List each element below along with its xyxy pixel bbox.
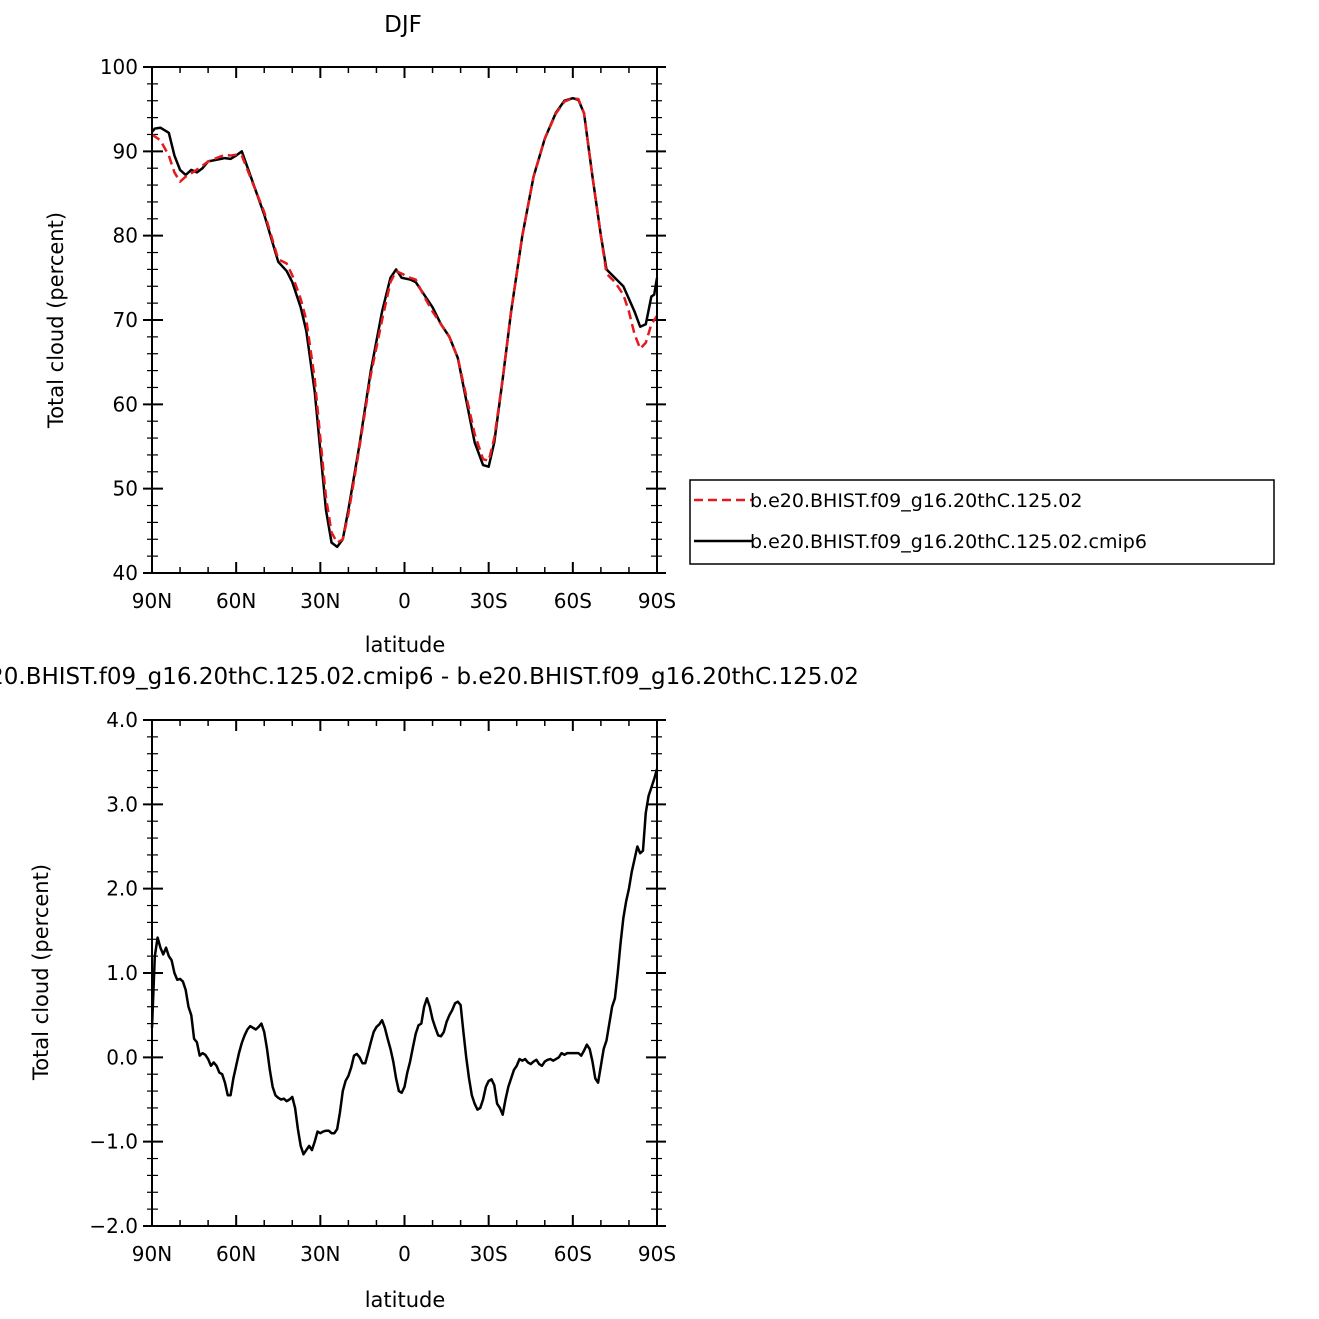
- top-x-tick-label: 60N: [216, 589, 256, 613]
- top-y-tick-label: 80: [113, 224, 138, 248]
- bottom-x-tick-label: 60N: [216, 1242, 256, 1266]
- top-lines: [151, 96, 659, 549]
- bottom-lines: [150, 768, 659, 1156]
- bottom-y-tick-label: 2.0: [106, 877, 138, 901]
- bottom-ticks: 90N 60N 30N 0 30S 60S 90S −2.0 −1.0 0.0 1.0 2.0 3.0 4…: [89, 708, 676, 1266]
- bottom-x-axis-label: latitude: [365, 1288, 446, 1312]
- top-y-tick-label: 70: [113, 308, 138, 332]
- panel-bottom: b.e20.BHIST.f09_g16.20thC.125.02.cmip6 -…: [0, 664, 859, 1312]
- bottom-x-tick-label: 0: [398, 1242, 411, 1266]
- bottom-y-tick-label: 3.0: [106, 792, 138, 816]
- top-y-tick-label: 90: [113, 139, 138, 163]
- panel-top: DJF 90N 60N 30N 0 30S 60S 90S 40 50 60 70 80 90 100 l…: [44, 12, 1275, 657]
- legend-box: [689, 479, 1275, 565]
- bottom-y-axis-label: Total cloud (percent): [29, 864, 53, 1081]
- top-y-tick-label: 40: [113, 561, 138, 585]
- bottom-x-tick-label: 30S: [470, 1242, 508, 1266]
- bottom-x-tick-label: 60S: [554, 1242, 592, 1266]
- legend-label-series-2: b.e20.BHIST.f09_g16.20thC.125.02.cmip6: [750, 531, 1147, 553]
- top-y-tick-label: 60: [113, 392, 138, 416]
- bottom-y-tick-label: 1.0: [106, 961, 138, 985]
- legend-label-series-1: b.e20.BHIST.f09_g16.20thC.125.02: [750, 490, 1082, 512]
- top-x-tick-label: 0: [398, 589, 411, 613]
- top-series-line-2: [151, 96, 659, 549]
- bottom-y-tick-label: 0.0: [106, 1045, 138, 1069]
- top-x-axis-label: latitude: [365, 633, 446, 657]
- bottom-y-tick-label: −2.0: [89, 1214, 138, 1238]
- bottom-x-tick-label: 90S: [638, 1242, 676, 1266]
- top-y-tick-label: 100: [100, 55, 138, 79]
- top-series-line-1: [151, 96, 659, 544]
- top-x-tick-label: 30N: [300, 589, 340, 613]
- legend: b.e20.BHIST.f09_g16.20thC.125.02 b.e20.B…: [689, 479, 1275, 565]
- bottom-title: b.e20.BHIST.f09_g16.20thC.125.02.cmip6 -…: [0, 664, 859, 690]
- top-y-tick-label: 50: [113, 477, 138, 501]
- top-x-tick-label: 90N: [132, 589, 172, 613]
- top-ticks: 90N 60N 30N 0 30S 60S 90S 40 50 60 70 80 90 100: [100, 55, 676, 613]
- bottom-series-line-1: [150, 768, 659, 1156]
- bottom-x-tick-label: 90N: [132, 1242, 172, 1266]
- top-x-tick-label: 90S: [638, 589, 676, 613]
- bottom-plot-frame: [151, 719, 658, 1227]
- bottom-x-tick-label: 30N: [300, 1242, 340, 1266]
- top-y-axis-label: Total cloud (percent): [44, 212, 68, 429]
- top-x-tick-label: 30S: [470, 589, 508, 613]
- top-plot-frame: [151, 66, 658, 574]
- top-x-tick-label: 60S: [554, 589, 592, 613]
- top-title: DJF: [384, 12, 422, 38]
- bottom-y-tick-label: 4.0: [106, 708, 138, 732]
- bottom-y-tick-label: −1.0: [89, 1130, 138, 1154]
